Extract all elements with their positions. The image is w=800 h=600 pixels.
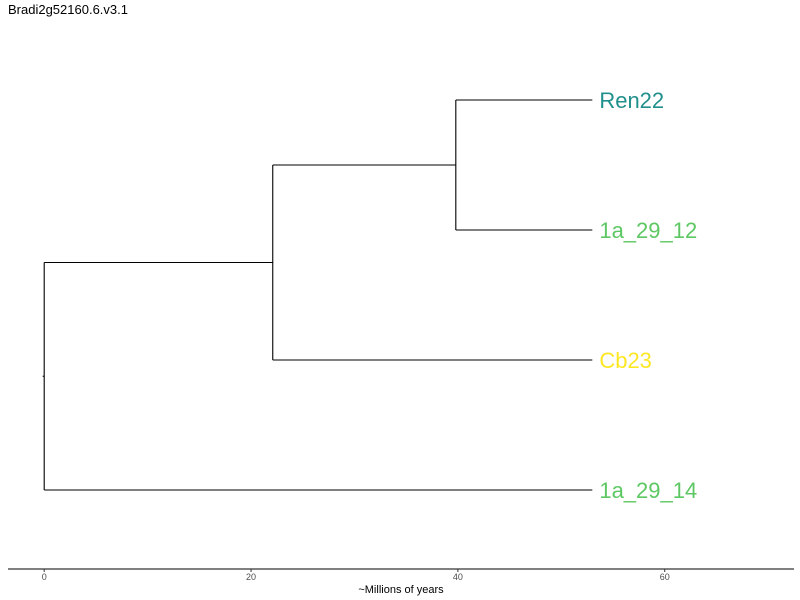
tip-label-1a-29-12: 1a_29_12: [599, 218, 697, 243]
tree-branches: [42, 99, 593, 491]
tip-label-cb23: Cb23: [599, 348, 652, 373]
page-title: Bradi2g52160.6.v3.1: [8, 2, 128, 17]
x-tick-label-20: 20: [246, 572, 256, 582]
tip-label-ren22: Ren22: [599, 88, 664, 113]
tip-labels: Ren22 1a_29_12 Cb23 1a_29_14: [599, 88, 697, 503]
x-axis: 0 20 40 60 ~Millions of years: [8, 568, 794, 596]
x-axis-ticks: 0 20 40 60: [42, 569, 670, 582]
x-axis-title: ~Millions of years: [358, 584, 444, 596]
tip-label-1a-29-14: 1a_29_14: [599, 478, 697, 503]
x-tick-label-0: 0: [42, 572, 47, 582]
x-tick-label-40: 40: [453, 572, 463, 582]
x-tick-label-60: 60: [660, 572, 670, 582]
